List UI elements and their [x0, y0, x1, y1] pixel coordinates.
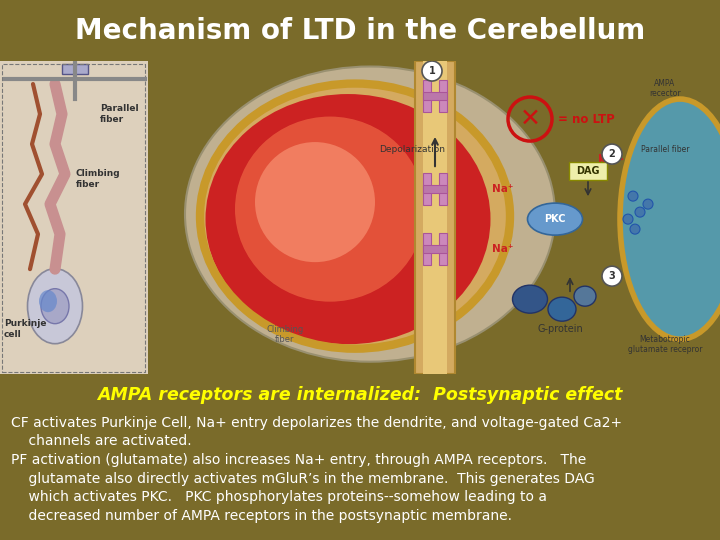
- FancyBboxPatch shape: [439, 173, 447, 205]
- Text: 3: 3: [608, 271, 616, 281]
- Polygon shape: [423, 61, 447, 374]
- Ellipse shape: [235, 117, 425, 302]
- FancyBboxPatch shape: [423, 245, 447, 253]
- Text: = no LTP: = no LTP: [558, 112, 615, 126]
- Text: AMPA receptors are internalized:  Postsynaptic effect: AMPA receptors are internalized: Postsyn…: [97, 386, 623, 404]
- Text: Parallel
fiber: Parallel fiber: [100, 104, 139, 124]
- Ellipse shape: [513, 285, 547, 313]
- Text: CF activates Purkinje Cell, Na+ entry depolarizes the dendrite, and voltage-gate: CF activates Purkinje Cell, Na+ entry de…: [11, 416, 622, 523]
- FancyBboxPatch shape: [0, 61, 148, 374]
- Circle shape: [422, 61, 442, 81]
- Circle shape: [628, 191, 638, 201]
- Ellipse shape: [205, 94, 490, 344]
- Circle shape: [630, 224, 640, 234]
- Text: Na⁺: Na⁺: [598, 154, 619, 164]
- Ellipse shape: [574, 286, 596, 306]
- FancyBboxPatch shape: [423, 92, 447, 100]
- Text: Na⁺: Na⁺: [492, 184, 513, 194]
- Text: PKC: PKC: [544, 214, 566, 224]
- FancyBboxPatch shape: [423, 80, 431, 112]
- FancyBboxPatch shape: [439, 233, 447, 265]
- FancyBboxPatch shape: [569, 162, 607, 180]
- Text: 2: 2: [608, 149, 616, 159]
- Text: Climbing
fiber: Climbing fiber: [266, 325, 304, 344]
- Ellipse shape: [620, 99, 720, 339]
- Text: G-protein: G-protein: [537, 324, 583, 334]
- Polygon shape: [415, 61, 455, 374]
- Circle shape: [602, 266, 622, 286]
- Text: Na⁺: Na⁺: [492, 244, 513, 254]
- Ellipse shape: [39, 290, 57, 312]
- Ellipse shape: [41, 289, 69, 323]
- Circle shape: [623, 214, 633, 224]
- FancyBboxPatch shape: [62, 64, 88, 74]
- Ellipse shape: [528, 203, 582, 235]
- Ellipse shape: [200, 84, 510, 349]
- Ellipse shape: [548, 297, 576, 321]
- Circle shape: [635, 207, 645, 217]
- Text: ✕: ✕: [520, 107, 541, 131]
- FancyBboxPatch shape: [423, 185, 447, 193]
- Text: Climbing
fiber: Climbing fiber: [76, 170, 121, 189]
- Ellipse shape: [255, 142, 375, 262]
- Text: Mechanism of LTD in the Cerebellum: Mechanism of LTD in the Cerebellum: [75, 17, 645, 44]
- FancyBboxPatch shape: [423, 173, 431, 205]
- Text: Purkinje
cell: Purkinje cell: [4, 320, 47, 339]
- Text: DAG: DAG: [576, 166, 600, 176]
- Text: 1: 1: [428, 66, 436, 76]
- Text: Parallel fiber: Parallel fiber: [641, 145, 689, 153]
- Text: Depolarization: Depolarization: [379, 145, 445, 153]
- Circle shape: [643, 199, 653, 209]
- Circle shape: [602, 144, 622, 164]
- Ellipse shape: [185, 66, 555, 362]
- FancyBboxPatch shape: [439, 80, 447, 112]
- Text: Metabotropic
glutamate recepror: Metabotropic glutamate recepror: [628, 335, 702, 354]
- Ellipse shape: [27, 269, 83, 343]
- Text: AMPA
recector: AMPA recector: [649, 79, 681, 98]
- FancyBboxPatch shape: [423, 233, 431, 265]
